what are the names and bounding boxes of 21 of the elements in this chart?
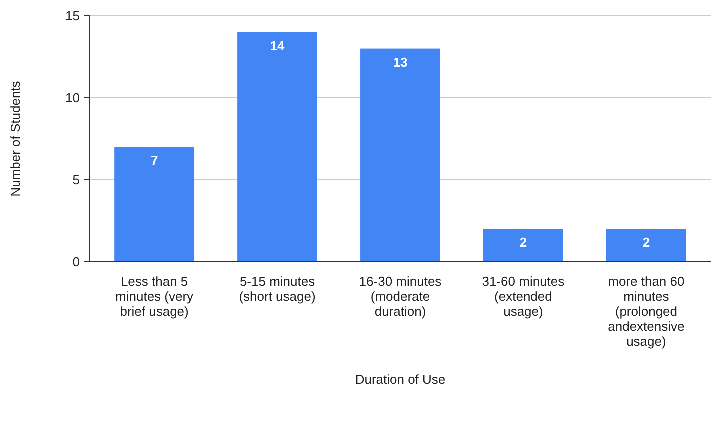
y-tick-label: 10: [66, 90, 80, 106]
data-label: 7: [150, 153, 158, 168]
y-tick-label: 5: [72, 172, 80, 188]
y-tick-label: 15: [66, 8, 80, 24]
data-label: 13: [393, 54, 408, 70]
bar: [606, 229, 686, 262]
bar: [114, 147, 195, 262]
x-tick-label: Less than 5 minutes (very brief usage): [116, 274, 194, 319]
x-tick-label: more than 60 minutes (prolonged andextensive usage): [608, 274, 685, 349]
x-tick-label: 16-30 minutes (moderate duration): [359, 274, 442, 319]
bar: [484, 229, 564, 262]
data-label: 2: [520, 235, 528, 250]
y-tick-label: 0: [72, 254, 80, 270]
y-axis-title: Number of Students: [8, 80, 23, 197]
data-label: 2: [642, 235, 650, 250]
x-axis-title: Duration of Use: [355, 372, 446, 387]
x-tick-label: 5-15 minutes (short usage): [239, 274, 316, 304]
bar: [360, 48, 440, 262]
data-label: 14: [270, 38, 286, 54]
x-tick-label: 31-60 minutes (extended usage): [482, 274, 566, 319]
bar: [238, 32, 318, 262]
